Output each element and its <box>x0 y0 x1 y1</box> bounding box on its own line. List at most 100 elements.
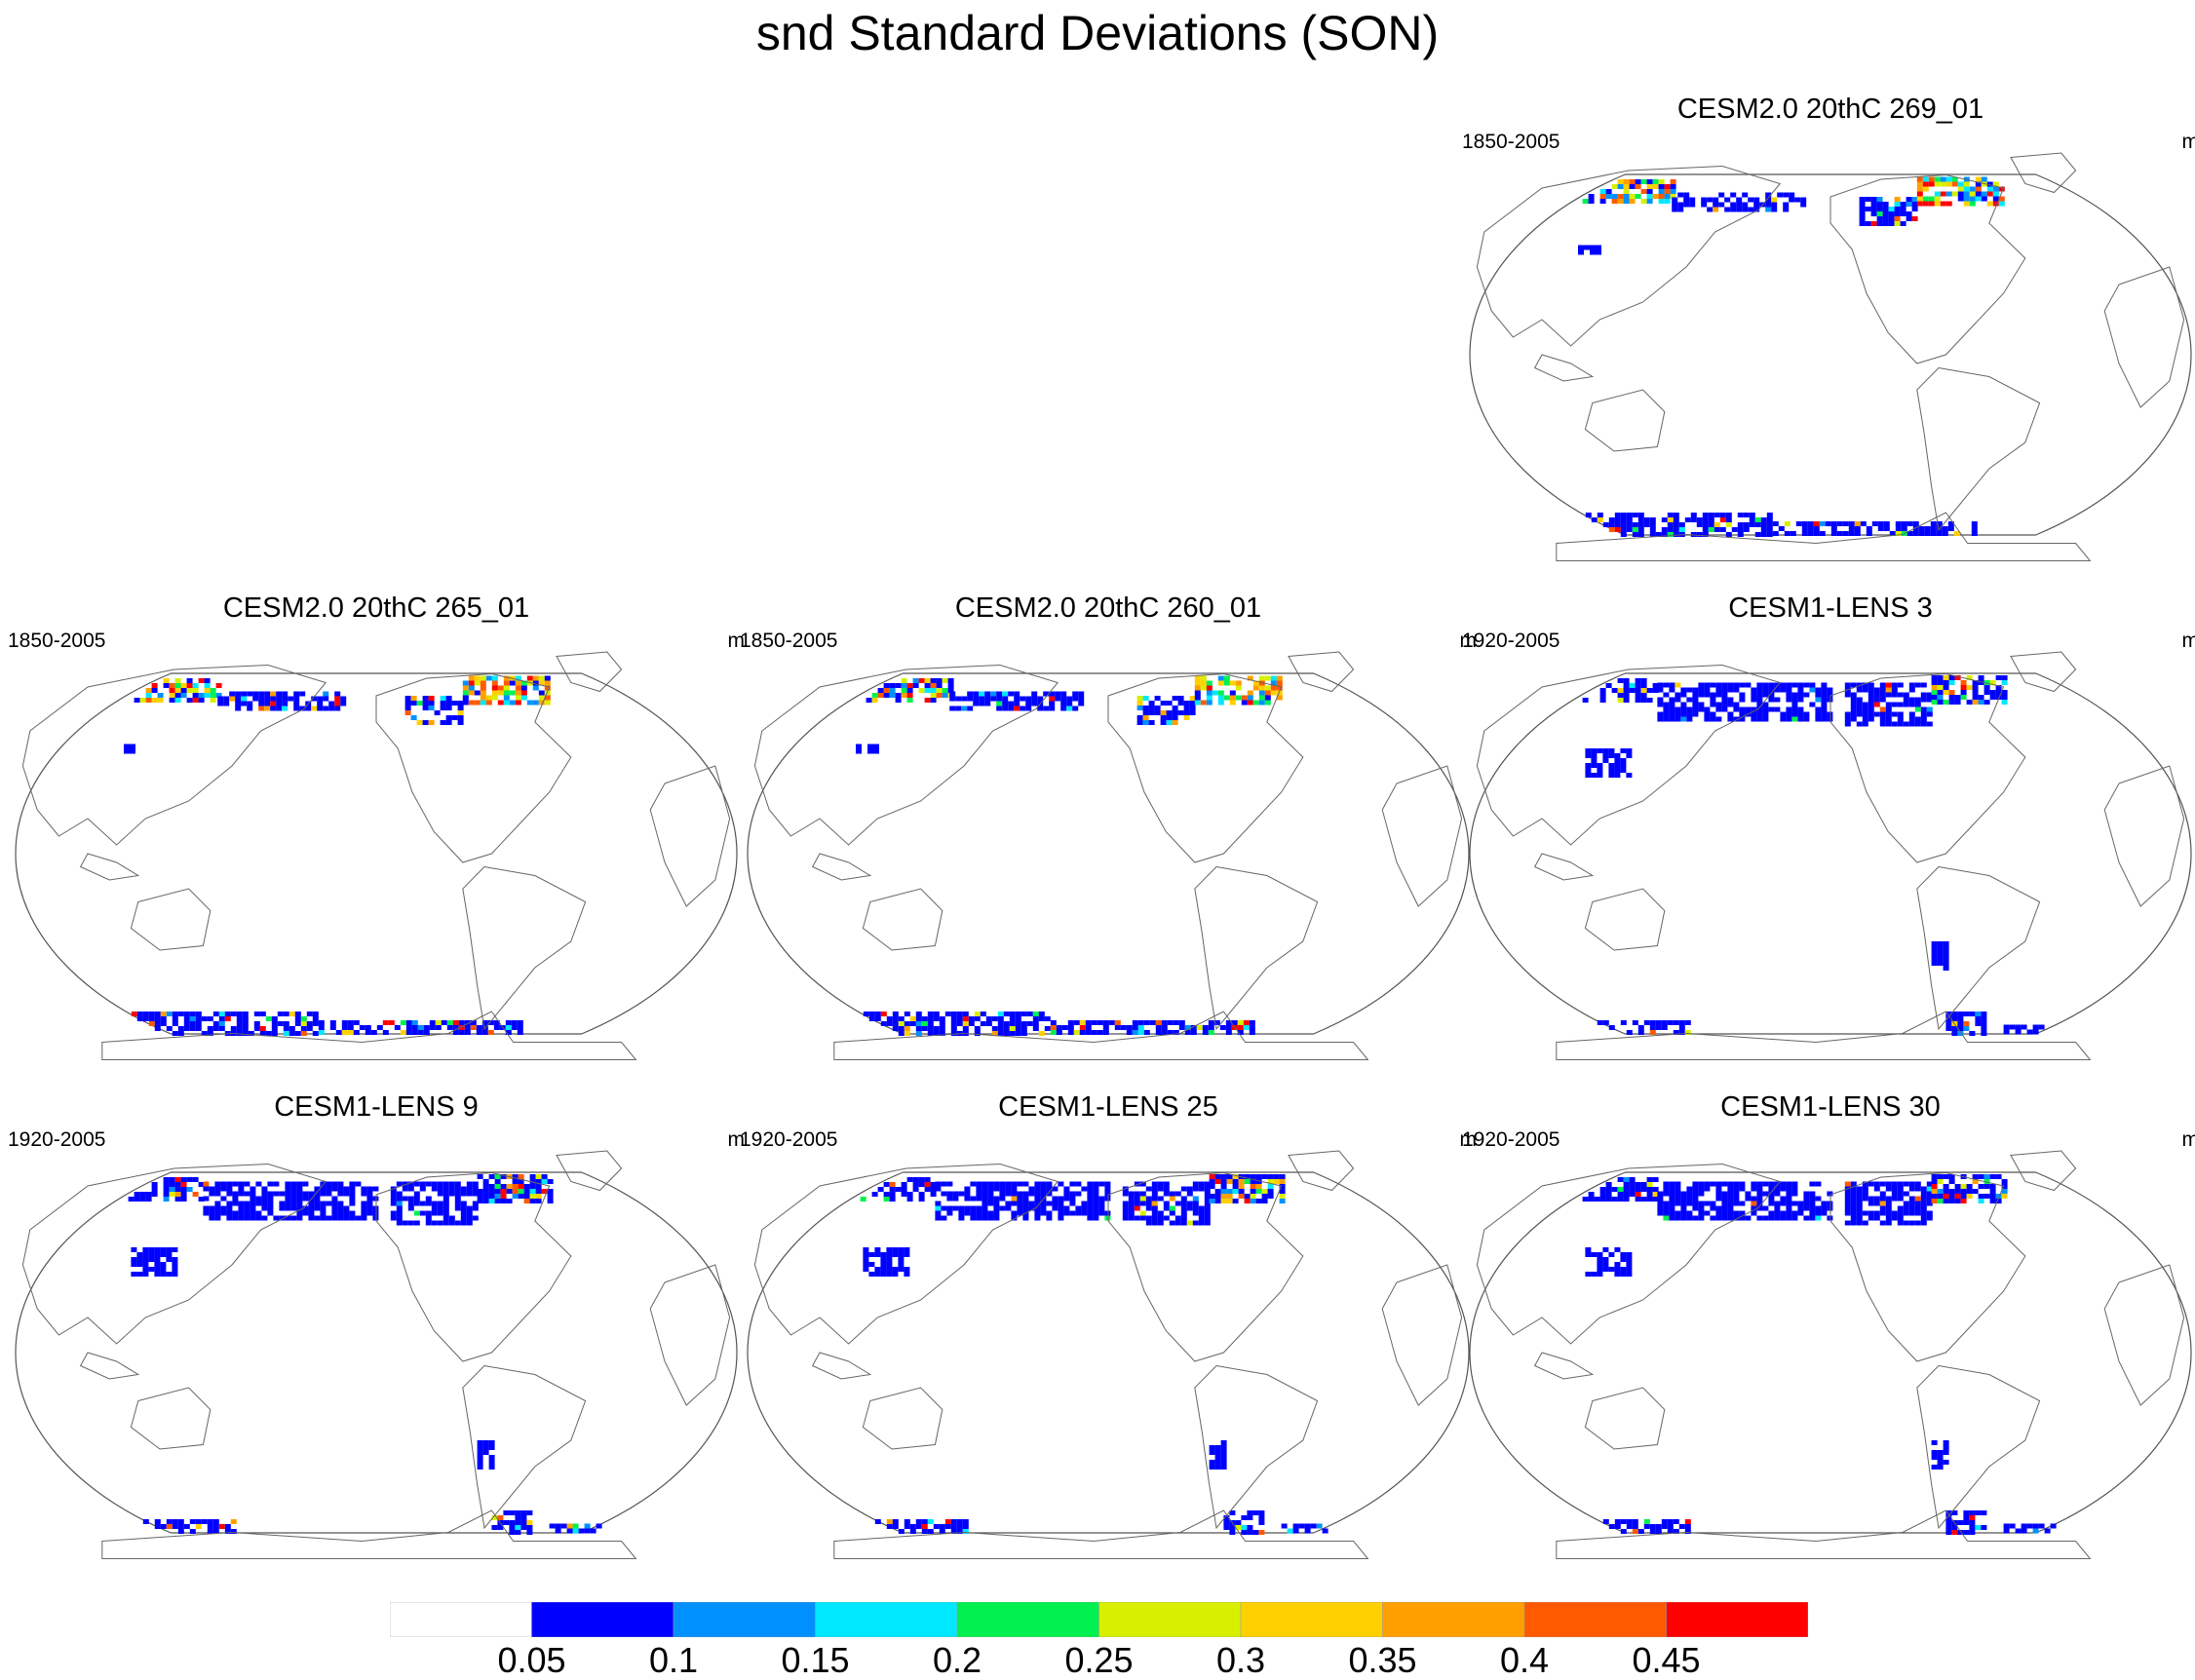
snow-cell <box>454 1181 461 1187</box>
snow-cell <box>1093 1196 1099 1202</box>
snow-cell <box>1803 692 1810 698</box>
globe-outline <box>747 1171 1470 1534</box>
snow-cells <box>1582 675 2045 1036</box>
snow-cell <box>1903 1201 1909 1206</box>
snow-cell <box>939 1021 945 1026</box>
snow-cell <box>935 1205 942 1211</box>
snow-cell <box>361 1201 367 1206</box>
snow-cell <box>1873 687 1880 693</box>
snow-cell <box>1733 1191 1740 1197</box>
snow-cell <box>997 1026 1004 1031</box>
snow-cell <box>1643 1020 1650 1025</box>
snow-cell <box>964 1205 971 1211</box>
snow-cell <box>443 1205 449 1211</box>
snow-cell <box>1038 1031 1045 1036</box>
snow-cell <box>1945 1016 1952 1021</box>
snow-cell <box>1617 199 1624 204</box>
snow-cell <box>1591 1252 1598 1257</box>
snow-cell <box>1093 1210 1099 1216</box>
snow-cell <box>1914 716 1921 722</box>
snow-cell <box>404 701 411 706</box>
snow-cell <box>904 1031 910 1036</box>
snow-cell <box>320 1186 327 1192</box>
snow-cell <box>312 1021 319 1026</box>
snow-cell <box>1989 1189 1996 1194</box>
snow-cell <box>166 1272 173 1277</box>
snow-cell <box>1649 1025 1656 1030</box>
snow-cell <box>454 1186 461 1192</box>
snow-cell <box>224 1529 231 1534</box>
snow-cell <box>967 691 974 697</box>
snow-cell <box>1897 711 1904 717</box>
snow-cell <box>1279 1189 1286 1194</box>
snow-cell <box>1085 1030 1092 1035</box>
snow-cell <box>1200 700 1207 706</box>
snow-cell <box>904 1524 910 1529</box>
snow-cell <box>941 1181 947 1187</box>
snow-cell <box>1192 1186 1199 1192</box>
snow-cell <box>491 1525 498 1530</box>
snow-cell <box>1727 697 1734 703</box>
snow-cell <box>1204 1215 1211 1221</box>
snow-cell <box>1862 1210 1868 1216</box>
snow-cell <box>482 1199 489 1203</box>
snow-cell <box>1663 702 1670 707</box>
snow-cell <box>518 1184 524 1189</box>
snow-cell <box>201 1031 208 1036</box>
snow-cell <box>1584 245 1590 250</box>
snow-cell <box>1978 680 1984 685</box>
snow-cell <box>1786 711 1792 717</box>
snow-cell <box>1669 1215 1675 1221</box>
snow-cell <box>1862 1196 1868 1202</box>
snow-cell <box>1646 1182 1653 1187</box>
snow-cell <box>1768 1210 1775 1216</box>
snow-cell <box>341 1030 348 1035</box>
snow-cell <box>863 1257 869 1262</box>
snow-cell <box>261 1205 268 1211</box>
snow-cell <box>1868 1201 1874 1206</box>
snow-cell <box>1623 179 1630 184</box>
snow-cell <box>1897 1210 1904 1216</box>
snow-cell <box>1702 522 1709 527</box>
snow-cell <box>454 1205 461 1211</box>
snow-cell <box>1707 207 1714 212</box>
snow-cell <box>1983 685 1990 690</box>
snow-cell <box>1270 685 1277 691</box>
snow-cell <box>1602 758 1609 763</box>
snow-cell <box>1005 1191 1012 1197</box>
snow-cell <box>226 1201 233 1206</box>
snow-cell <box>1931 1455 1938 1460</box>
snow-cell <box>1673 1020 1679 1025</box>
snow-cell <box>285 1181 291 1187</box>
snow-cell <box>1727 1205 1734 1211</box>
snow-cell <box>538 695 545 701</box>
snow-cell <box>1209 1199 1215 1203</box>
snow-cell <box>1632 532 1638 537</box>
snow-cell <box>901 1192 907 1197</box>
snow-cell <box>1597 1267 1603 1272</box>
snow-cell <box>180 1192 187 1197</box>
snow-cell <box>544 695 551 701</box>
snow-cell <box>476 1030 482 1035</box>
snow-cell <box>172 1257 178 1262</box>
snow-cell <box>892 1252 899 1257</box>
snow-cell <box>1599 1187 1606 1192</box>
snow-cell <box>1914 1186 1921 1192</box>
snow-cell <box>476 1025 482 1030</box>
snow-cell <box>1157 1181 1164 1187</box>
snow-cell <box>1815 1215 1822 1221</box>
snow-cell <box>1803 1215 1810 1221</box>
snow-cell <box>999 1186 1006 1192</box>
snow-cell <box>547 1189 554 1194</box>
coastline-greenland <box>556 651 623 693</box>
snow-cell <box>1937 700 1944 705</box>
snow-cell <box>1718 192 1725 198</box>
coastline-eurasia <box>1476 664 1782 846</box>
snow-cell <box>1040 1210 1047 1216</box>
snow-cell <box>1901 521 1907 526</box>
snow-cell <box>906 693 913 698</box>
snow-cell <box>488 1194 495 1199</box>
snow-cell <box>1629 683 1636 688</box>
snow-cell <box>1739 682 1746 688</box>
panel-title: CESM2.0 20thC 265_01 <box>222 592 530 624</box>
